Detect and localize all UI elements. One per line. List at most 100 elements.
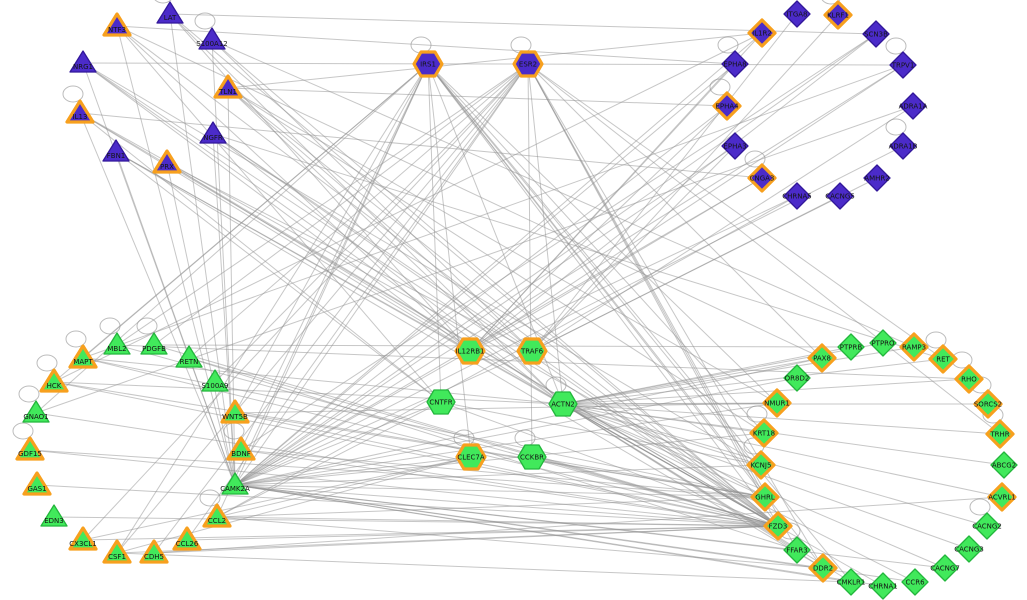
edge <box>216 63 429 518</box>
triangle-node-shape <box>102 539 132 564</box>
self-loop <box>746 405 768 423</box>
node-IL13[interactable]: IL13 <box>65 99 95 124</box>
edge <box>116 25 442 403</box>
self-loop <box>885 37 907 55</box>
node-ADRA1B[interactable]: ADRA1B <box>889 132 918 160</box>
edge <box>216 516 779 527</box>
node-TRHR[interactable]: TRHR <box>985 419 1015 449</box>
triangle-node-shape <box>201 369 229 392</box>
node-CCR6[interactable]: CCR6 <box>901 568 929 596</box>
node-ACTN2[interactable]: ACTN2 <box>548 391 578 417</box>
node-RHO[interactable]: RHO <box>954 364 984 394</box>
node-ABCG2[interactable]: ABCG2 <box>990 451 1018 479</box>
node-TRAF6[interactable]: TRAF6 <box>516 337 548 365</box>
node-SORCS2[interactable]: SORCS2 <box>973 389 1003 419</box>
node-CACNG3[interactable]: CACNG3 <box>954 535 984 563</box>
node-CACNG7[interactable]: CACNG7 <box>930 554 960 582</box>
node-EPHA8[interactable]: EPHA8 <box>721 50 749 78</box>
hexagon-node-shape <box>455 443 487 471</box>
edge <box>469 33 877 352</box>
node-GDF15[interactable]: GDF15 <box>15 436 45 461</box>
node-FFAR3[interactable]: FFAR3 <box>783 536 811 564</box>
node-S100A9[interactable]: S100A9 <box>201 369 229 392</box>
edge <box>211 39 533 352</box>
edge <box>234 484 946 569</box>
triangle-node-shape <box>198 27 226 50</box>
edge <box>53 381 779 527</box>
node-GAS1[interactable]: GAS1 <box>22 471 52 496</box>
node-GNAO1[interactable]: GNAO1 <box>22 400 50 423</box>
node-CX3CL1[interactable]: CX3CL1 <box>68 526 98 551</box>
node-IRS1[interactable]: IRS1 <box>412 50 444 78</box>
self-loop <box>136 317 158 335</box>
edge <box>211 39 915 348</box>
node-AMHR2[interactable]: AMHR2 <box>863 164 891 192</box>
node-CCL2[interactable]: CCL2 <box>202 503 232 528</box>
edge <box>116 552 852 583</box>
edge <box>82 64 904 359</box>
node-ADRA1A[interactable]: ADRA1A <box>899 92 928 120</box>
edge <box>531 195 841 352</box>
edge <box>234 105 728 486</box>
diamond-node-shape <box>869 329 897 357</box>
node-WNT5B[interactable]: WNT5B <box>220 399 250 424</box>
node-TRPV1[interactable]: TRPV1 <box>889 51 917 79</box>
diamond-node-shape <box>869 572 897 600</box>
edge <box>188 357 798 551</box>
node-CACNG5[interactable]: CACNG5 <box>825 182 855 210</box>
diamond-node-shape <box>783 364 811 392</box>
triangle-node-shape <box>220 399 250 424</box>
node-CACNG2[interactable]: CACNG2 <box>972 512 1002 540</box>
self-loop <box>717 36 739 54</box>
node-IL12RB1[interactable]: IL12RB1 <box>454 337 486 365</box>
node-PTPRO[interactable]: PTPRO <box>869 329 897 357</box>
node-CMKLR1[interactable]: CMKLR1 <box>837 568 866 596</box>
self-loop <box>744 150 766 168</box>
node-CHRNA1[interactable]: CHRNA1 <box>868 572 898 600</box>
self-loop <box>62 85 84 103</box>
node-FBN1[interactable]: FBN1 <box>102 139 130 162</box>
node-CNTFR[interactable]: CNTFR <box>426 389 456 415</box>
node-TLN1[interactable]: TLN1 <box>213 74 243 99</box>
diamond-node-shape <box>747 163 777 193</box>
node-KLRF1[interactable]: KLRF1 <box>823 0 853 30</box>
edge <box>562 346 915 405</box>
diamond-node-shape <box>973 389 1003 419</box>
edge <box>216 195 798 518</box>
edge <box>35 412 779 527</box>
node-CSF1[interactable]: CSF1 <box>102 539 132 564</box>
node-NTF3[interactable]: NTF3 <box>102 12 132 37</box>
node-HCK[interactable]: HCK <box>39 368 69 393</box>
triangle-node-shape <box>15 436 45 461</box>
edge <box>212 133 944 360</box>
node-EDN3[interactable]: EDN3 <box>40 504 68 527</box>
edge <box>531 350 779 527</box>
diamond-node-shape <box>746 450 776 480</box>
diamond-node-shape <box>783 536 811 564</box>
edge <box>166 162 533 352</box>
node-PRX[interactable]: PRX <box>152 149 182 174</box>
node-SCN3B[interactable]: SCN3B <box>862 20 890 48</box>
node-ESR2[interactable]: ESR2 <box>512 50 544 78</box>
edge <box>82 62 779 527</box>
node-CCKBR[interactable]: CCKBR <box>517 444 547 470</box>
node-KRT18[interactable]: KRT18 <box>749 418 779 448</box>
node-RAMP3[interactable]: RAMP3 <box>899 332 929 362</box>
edge <box>527 63 824 569</box>
edge <box>169 13 236 486</box>
diamond-node-shape <box>901 568 929 596</box>
edge <box>562 403 1003 498</box>
node-ITGA8[interactable]: ITGA8 <box>783 0 811 28</box>
node-OR8D2[interactable]: OR8D2 <box>783 364 811 392</box>
node-ACVRL1[interactable]: ACVRL1 <box>987 482 1017 512</box>
node-RET[interactable]: RET <box>928 344 958 374</box>
node-CLEC7A[interactable]: CLEC7A <box>455 443 487 471</box>
node-IL1R2[interactable]: IL1R2 <box>747 18 777 48</box>
node-NRG1[interactable]: NRG1 <box>69 50 97 73</box>
edge <box>234 32 763 486</box>
node-LAT[interactable]: LAT <box>156 1 184 24</box>
node-CNGA3[interactable]: CNGA3 <box>747 163 777 193</box>
triangle-node-shape <box>140 332 168 355</box>
edge <box>469 63 736 352</box>
